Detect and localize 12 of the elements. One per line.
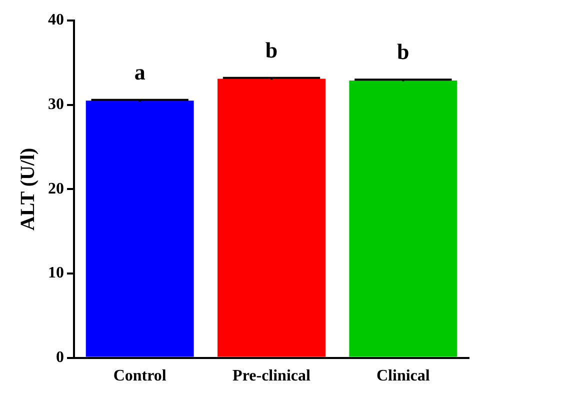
x-tick-label: Control xyxy=(113,368,167,385)
annotation: b xyxy=(397,39,410,64)
annotation: b xyxy=(265,37,278,62)
y-tick-label: 0 xyxy=(56,348,64,366)
y-tick-label: 30 xyxy=(48,96,64,114)
x-tick-label: Pre-clinical xyxy=(232,368,311,385)
y-tick-label: 40 xyxy=(48,12,64,29)
y-tick-label: 10 xyxy=(48,264,64,282)
y-axis-title: ALT (U/l) xyxy=(17,148,40,231)
annotation: a xyxy=(134,59,146,84)
x-tick-label: Clinical xyxy=(376,368,430,385)
y-tick-label: 20 xyxy=(48,180,64,198)
